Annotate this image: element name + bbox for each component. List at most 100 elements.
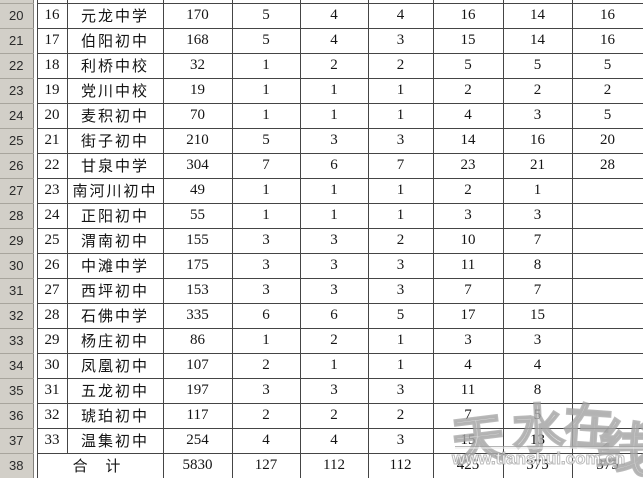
cell-school-name[interactable]: 杨庄初中 [66, 327, 164, 354]
cell-value[interactable]: 197 [162, 377, 233, 404]
cell-value[interactable]: 5 [502, 402, 573, 429]
cell-school-name[interactable]: 元龙中学 [66, 2, 164, 29]
cell-value[interactable]: 21 [502, 152, 573, 179]
cell-value[interactable]: 5 [502, 52, 573, 79]
cell-value[interactable] [571, 427, 643, 454]
row-header-cell[interactable]: 37 [0, 427, 34, 454]
row-header-cell[interactable]: 29 [0, 227, 34, 254]
cell-value[interactable]: 5 [571, 52, 643, 79]
cell-school-name[interactable]: 南河川初中 [66, 177, 164, 204]
cell-value[interactable]: 3 [299, 227, 369, 254]
row-header-cell[interactable]: 32 [0, 302, 34, 329]
cell-value[interactable]: 4 [231, 427, 301, 454]
cell-value[interactable]: 14 [432, 127, 504, 154]
cell-value[interactable]: 28 [571, 152, 643, 179]
cell-value[interactable]: 3 [231, 227, 301, 254]
cell-value[interactable] [571, 227, 643, 254]
cell-total-label[interactable]: 合 计 [36, 452, 164, 478]
cell-value[interactable]: 32 [162, 52, 233, 79]
cell-value[interactable]: 15 [432, 427, 504, 454]
row-header-cell[interactable]: 36 [0, 402, 34, 429]
cell-value[interactable]: 6 [299, 302, 369, 329]
cell-seq-number[interactable]: 21 [36, 127, 68, 154]
cell-seq-number[interactable]: 25 [36, 227, 68, 254]
cell-seq-number[interactable]: 32 [36, 402, 68, 429]
cell-value[interactable]: 425 [432, 452, 504, 478]
cell-value[interactable]: 5 [231, 127, 301, 154]
cell-value[interactable]: 3 [432, 327, 504, 354]
cell-value[interactable]: 8 [502, 377, 573, 404]
cell-value[interactable]: 5 [231, 27, 301, 54]
cell-value[interactable]: 7 [432, 402, 504, 429]
cell-value[interactable]: 4 [367, 2, 434, 29]
cell-value[interactable]: 107 [162, 352, 233, 379]
cell-value[interactable]: 4 [299, 427, 369, 454]
cell-value[interactable]: 335 [162, 302, 233, 329]
cell-value[interactable]: 168 [162, 27, 233, 54]
cell-value[interactable]: 2 [432, 77, 504, 104]
cell-value[interactable]: 1 [367, 327, 434, 354]
cell-value[interactable]: 10 [432, 227, 504, 254]
cell-school-name[interactable]: 温集初中 [66, 427, 164, 454]
row-header-cell[interactable]: 33 [0, 327, 34, 354]
cell-value[interactable]: 1 [367, 352, 434, 379]
cell-seq-number[interactable]: 18 [36, 52, 68, 79]
row-header-cell[interactable]: 22 [0, 52, 34, 79]
cell-value[interactable]: 2 [432, 177, 504, 204]
cell-seq-number[interactable]: 20 [36, 102, 68, 129]
cell-value[interactable]: 2 [231, 352, 301, 379]
cell-value[interactable] [571, 202, 643, 229]
cell-value[interactable]: 1 [231, 327, 301, 354]
cell-value[interactable]: 11 [432, 252, 504, 279]
cell-value[interactable]: 86 [162, 327, 233, 354]
cell-seq-number[interactable]: 23 [36, 177, 68, 204]
cell-value[interactable]: 1 [367, 177, 434, 204]
cell-value[interactable]: 14 [502, 27, 573, 54]
cell-value[interactable]: 153 [162, 277, 233, 304]
row-header-cell[interactable]: 34 [0, 352, 34, 379]
cell-value[interactable]: 3 [367, 127, 434, 154]
cell-value[interactable]: 3 [502, 102, 573, 129]
cell-value[interactable]: 7 [367, 152, 434, 179]
cell-value[interactable]: 3 [367, 27, 434, 54]
cell-value[interactable]: 3 [367, 377, 434, 404]
cell-value[interactable]: 4 [432, 102, 504, 129]
cell-seq-number[interactable]: 24 [36, 202, 68, 229]
cell-value[interactable]: 7 [231, 152, 301, 179]
row-header-cell[interactable]: 31 [0, 277, 34, 304]
cell-school-name[interactable]: 正阳初中 [66, 202, 164, 229]
row-header-cell[interactable]: 23 [0, 77, 34, 104]
cell-value[interactable]: 55 [162, 202, 233, 229]
cell-school-name[interactable]: 利桥中校 [66, 52, 164, 79]
cell-value[interactable]: 7 [502, 227, 573, 254]
cell-value[interactable] [571, 352, 643, 379]
cell-value[interactable]: 304 [162, 152, 233, 179]
cell-school-name[interactable]: 街子初中 [66, 127, 164, 154]
cell-value[interactable]: 2 [299, 52, 369, 79]
cell-school-name[interactable]: 甘泉中学 [66, 152, 164, 179]
cell-seq-number[interactable]: 29 [36, 327, 68, 354]
cell-value[interactable]: 2 [299, 327, 369, 354]
cell-school-name[interactable]: 伯阳初中 [66, 27, 164, 54]
cell-value[interactable]: 3 [299, 377, 369, 404]
cell-value[interactable]: 1 [231, 102, 301, 129]
cell-value[interactable]: 127 [231, 452, 301, 478]
row-header-cell[interactable]: 20 [0, 2, 34, 29]
cell-value[interactable]: 5 [432, 52, 504, 79]
cell-value[interactable]: 155 [162, 227, 233, 254]
row-header-cell[interactable]: 28 [0, 202, 34, 229]
cell-value[interactable]: 3 [299, 277, 369, 304]
cell-value[interactable]: 2 [367, 52, 434, 79]
cell-value[interactable]: 13 [502, 427, 573, 454]
cell-school-name[interactable]: 渭南初中 [66, 227, 164, 254]
cell-value[interactable]: 175 [162, 252, 233, 279]
row-header-cell[interactable]: 24 [0, 102, 34, 129]
cell-value[interactable]: 3 [502, 202, 573, 229]
cell-value[interactable] [571, 277, 643, 304]
cell-seq-number[interactable]: 26 [36, 252, 68, 279]
cell-value[interactable]: 2 [231, 402, 301, 429]
cell-value[interactable]: 2 [502, 77, 573, 104]
cell-school-name[interactable]: 琥珀初中 [66, 402, 164, 429]
cell-value[interactable] [571, 377, 643, 404]
cell-school-name[interactable]: 西坪初中 [66, 277, 164, 304]
